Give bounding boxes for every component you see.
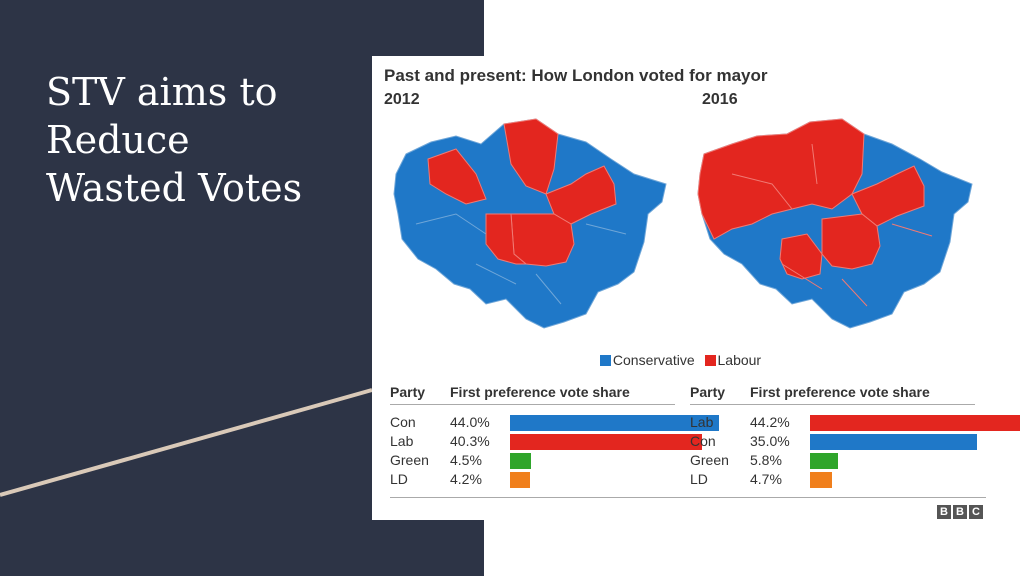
party-label: Green: [390, 452, 429, 468]
legend-label-conservative: Conservative: [612, 352, 695, 368]
table-row: Green 4.5%: [390, 451, 675, 470]
bbc-logo-letter: B: [953, 505, 967, 519]
vote-share-bar-green: [810, 453, 838, 469]
party-label: LD: [390, 471, 408, 487]
vote-share-bar-ld: [510, 472, 530, 488]
party-label: Green: [690, 452, 729, 468]
vote-share-bar-ld: [810, 472, 833, 488]
map-legend: Conservative Labour: [372, 352, 989, 368]
vote-share-value: 35.0%: [750, 433, 790, 449]
legend-swatch-conservative: [599, 355, 611, 366]
table-row: Con 35.0%: [690, 432, 977, 451]
slide-title: STV aims to Reduce Wasted Votes: [46, 68, 346, 212]
vote-share-bar-con: [810, 434, 977, 450]
vote-share-table-2016: Party First preference vote share Lab 44.…: [690, 382, 1021, 489]
bbc-logo-letter: B: [937, 505, 951, 519]
vote-share-value: 5.8%: [750, 452, 782, 468]
table-header: Party First preference vote share: [690, 382, 975, 405]
london-map-2012: [393, 118, 667, 329]
slide-title-line-1: STV aims to: [46, 70, 278, 114]
vote-share-bar-green: [510, 453, 532, 469]
year-label-2012: 2012: [384, 91, 420, 108]
vote-share-value: 40.3%: [450, 433, 490, 449]
vote-share-bar-lab: [510, 434, 702, 450]
party-label: Con: [390, 414, 416, 430]
vote-share-value: 44.2%: [750, 414, 790, 430]
legend-conservative: Conservative: [599, 352, 695, 368]
vote-share-bar-con: [510, 415, 720, 431]
column-header-party: Party: [690, 384, 726, 400]
vote-share-bar-lab: [810, 415, 1021, 431]
bbc-logo-letter: C: [969, 505, 983, 519]
table-row: Lab 44.2%: [690, 413, 1021, 432]
table-rows: Lab 44.2% Con 35.0% Green 5.8% LD 4.7%: [690, 405, 1021, 489]
vote-share-value: 4.5%: [450, 452, 482, 468]
party-label: Lab: [690, 414, 714, 430]
figure-title: Past and present: How London voted for m…: [384, 66, 768, 85]
party-label: Lab: [390, 433, 414, 449]
table-row: Con 44.0%: [390, 413, 720, 432]
bottom-rule: [390, 497, 986, 498]
column-header-vote-share: First preference vote share: [450, 384, 630, 400]
bbc-figure: Past and present: How London voted for m…: [372, 56, 1021, 520]
vote-share-table-2012: Party First preference vote share Con 44.…: [390, 382, 720, 489]
column-header-vote-share: First preference vote share: [750, 384, 930, 400]
legend-swatch-labour: [704, 355, 716, 366]
vote-share-value: 4.2%: [450, 471, 482, 487]
table-row: LD 4.7%: [690, 470, 975, 489]
column-header-party: Party: [390, 384, 426, 400]
slide-title-line-3: Wasted Votes: [46, 166, 303, 210]
vote-share-value: 4.7%: [750, 471, 782, 487]
legend-label-labour: Labour: [717, 352, 762, 368]
year-label-2016: 2016: [702, 91, 738, 108]
table-header: Party First preference vote share: [390, 382, 675, 405]
table-row: Lab 40.3%: [390, 432, 702, 451]
legend-labour: Labour: [704, 352, 762, 368]
london-map-2016: [697, 118, 973, 329]
table-row: Green 5.8%: [690, 451, 975, 470]
party-label: Con: [690, 433, 716, 449]
table-rows: Con 44.0% Lab 40.3% Green 4.5% LD 4.2%: [390, 405, 720, 489]
vote-share-value: 44.0%: [450, 414, 490, 430]
table-row: LD 4.2%: [390, 470, 675, 489]
slide-title-line-2: Reduce: [46, 118, 190, 162]
party-label: LD: [690, 471, 708, 487]
